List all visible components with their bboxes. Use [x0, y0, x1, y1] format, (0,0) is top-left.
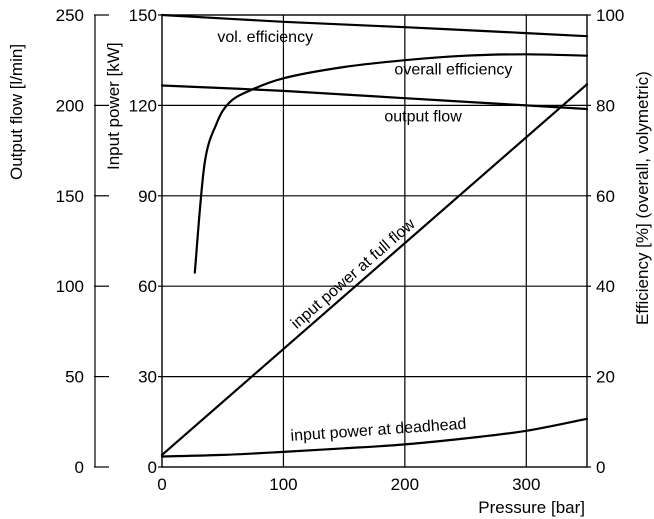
power-tick-label: 30 — [138, 368, 157, 387]
flow-tick-label: 0 — [75, 458, 84, 477]
eff-tick-label: 0 — [596, 458, 605, 477]
x-tick-label: 0 — [157, 475, 166, 494]
series-label-output-flow: output flow — [384, 108, 462, 125]
series-label-vol-efficiency: vol. efficiency — [217, 29, 313, 46]
flow-axis-title: Output flow [l/min] — [7, 44, 26, 180]
series-overall-efficiency — [193, 53, 589, 274]
eff-tick-label: 100 — [596, 6, 624, 25]
x-tick-label: 100 — [269, 475, 297, 494]
flow-tick-label: 100 — [56, 277, 84, 296]
x-tick-label: 200 — [391, 475, 419, 494]
labels: vol. efficiency overall efficiency output … — [217, 29, 512, 445]
axes: 0 100 200 300 0 50 100 150 200 250 0 30 60 90 120 150 0 2… — [7, 6, 652, 517]
series-output-flow — [160, 84, 589, 111]
power-tick-label: 90 — [138, 187, 157, 206]
eff-tick-label: 40 — [596, 277, 615, 296]
power-tick-label: 120 — [129, 96, 157, 115]
power-tick-label: 60 — [138, 277, 157, 296]
flow-tick-label: 50 — [65, 368, 84, 387]
series-input-power-at-deadhead — [160, 417, 589, 458]
series-input-power-at-full-flow — [160, 83, 589, 456]
flow-tick-label: 250 — [56, 6, 84, 25]
power-axis-title: Input power [kW] — [104, 42, 123, 170]
eff-tick-label: 60 — [596, 187, 615, 206]
flow-tick-label: 150 — [56, 187, 84, 206]
series-label-input-power-at-full-flow: input power at full flow — [288, 215, 419, 332]
x-axis-title: Pressure [bar] — [478, 498, 585, 517]
power-tick-label: 0 — [148, 458, 157, 477]
eff-axis-title: Efficiency [%] (overall, volymetric) — [633, 71, 652, 325]
eff-tick-label: 20 — [596, 368, 615, 387]
flow-tick-label: 200 — [56, 96, 84, 115]
plot-frame — [161, 14, 588, 468]
x-tick-label: 300 — [512, 475, 540, 494]
series — [160, 13, 589, 458]
series-label-overall-efficiency: overall efficiency — [394, 62, 512, 79]
power-tick-label: 150 — [129, 6, 157, 25]
eff-tick-label: 80 — [596, 96, 615, 115]
series-vol-efficiency — [160, 13, 589, 38]
grid-lines — [161, 14, 588, 468]
